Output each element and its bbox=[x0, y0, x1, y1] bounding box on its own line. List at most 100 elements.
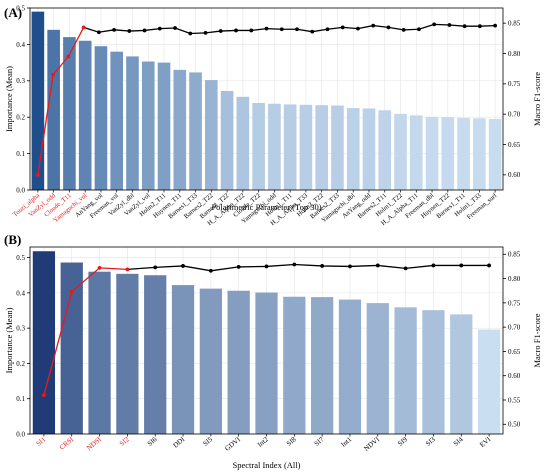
f1-line-highlight bbox=[43, 267, 128, 396]
bar bbox=[110, 51, 124, 191]
bar bbox=[488, 119, 502, 190]
bar bbox=[422, 310, 445, 434]
f1-point bbox=[295, 27, 299, 32]
y2-tick-label: 0.55 bbox=[508, 396, 521, 404]
x-tick-label: SI5 bbox=[202, 435, 215, 448]
f1-point bbox=[279, 27, 284, 32]
bar bbox=[366, 303, 389, 434]
f1-line bbox=[127, 263, 490, 272]
x-tick-label: SI2 bbox=[118, 435, 131, 448]
panel-label: (A) bbox=[4, 5, 22, 20]
f1-point bbox=[81, 25, 86, 30]
panel-a: (A) 0.0 0.1 0.2 0.3 0.4 0.5 0.60 0.65 0.70 0.75 0.8… bbox=[4, 4, 542, 227]
f1-point bbox=[348, 264, 352, 269]
f1-point bbox=[153, 265, 158, 270]
bar bbox=[255, 292, 278, 434]
y-tick-label: 0.3 bbox=[16, 77, 25, 85]
y-tick-label: 0.5 bbox=[16, 4, 25, 12]
y-tick-label: 0.2 bbox=[16, 360, 25, 368]
y2-tick-label: 0.70 bbox=[508, 324, 521, 332]
f1-point bbox=[42, 393, 46, 398]
bar bbox=[283, 104, 297, 190]
panel-label: (B) bbox=[4, 232, 21, 247]
f1-point bbox=[127, 29, 132, 33]
f1-point bbox=[447, 23, 452, 27]
f1-point bbox=[125, 267, 130, 272]
bar bbox=[144, 275, 167, 434]
bar bbox=[141, 61, 155, 191]
f1-point bbox=[264, 264, 269, 269]
f1-point bbox=[69, 289, 74, 294]
f1-point bbox=[310, 29, 315, 34]
bar bbox=[450, 314, 473, 434]
bar bbox=[63, 37, 76, 191]
bar bbox=[252, 103, 265, 190]
f1-point bbox=[371, 23, 376, 28]
bar bbox=[205, 80, 218, 190]
y-axis-title: Importance (Mean) bbox=[4, 66, 14, 132]
x-tick-label: SI1 bbox=[35, 435, 48, 448]
f1-point bbox=[386, 25, 391, 30]
x-tick-label: Int1 bbox=[339, 435, 353, 449]
y2-tick-label: 0.75 bbox=[508, 299, 521, 307]
y2-tick-label: 0.80 bbox=[508, 50, 521, 58]
plot-frame bbox=[29, 7, 504, 191]
x-axis-title: Polarimetric Parameter (Top 30) bbox=[211, 202, 321, 212]
bar bbox=[346, 108, 360, 190]
f1-point bbox=[487, 263, 491, 268]
y-tick-label: 0.2 bbox=[16, 114, 25, 122]
x-tick-label: SI4 bbox=[452, 435, 465, 448]
f1-point bbox=[401, 27, 406, 32]
f1-point bbox=[431, 263, 436, 268]
y2-tick-label: 0.85 bbox=[508, 251, 521, 259]
y2-tick-label: 0.75 bbox=[508, 80, 521, 88]
bar bbox=[268, 103, 281, 190]
f1-line bbox=[83, 23, 496, 35]
bar bbox=[409, 115, 423, 190]
bar bbox=[220, 90, 234, 190]
bar bbox=[116, 273, 139, 434]
f1-point bbox=[112, 27, 116, 32]
f1-point bbox=[249, 28, 254, 33]
bar bbox=[199, 288, 222, 434]
bar bbox=[315, 105, 328, 190]
f1-point bbox=[462, 24, 467, 29]
x-tick-label: SI8 bbox=[285, 435, 298, 448]
f1-point bbox=[417, 27, 421, 32]
f1-point bbox=[97, 265, 102, 270]
bar bbox=[78, 40, 92, 191]
bar bbox=[362, 108, 376, 190]
y-tick-label: 0.1 bbox=[16, 395, 25, 403]
x-tick-label: EVI bbox=[478, 435, 493, 449]
bar bbox=[283, 296, 306, 434]
y2-tick-label: 0.65 bbox=[508, 141, 521, 149]
f1-line-highlight bbox=[37, 27, 85, 175]
y-tick-label: 0.1 bbox=[16, 150, 25, 158]
f1-point bbox=[157, 26, 162, 31]
bar bbox=[338, 299, 362, 434]
bar bbox=[171, 285, 195, 434]
bar bbox=[457, 117, 470, 190]
y2-tick-label: 0.80 bbox=[508, 275, 521, 283]
f1-point bbox=[35, 172, 40, 177]
bar bbox=[126, 56, 139, 190]
f1-point bbox=[51, 72, 56, 77]
f1-point bbox=[173, 26, 177, 30]
x-tick-label: SI9 bbox=[396, 435, 409, 448]
f1-point bbox=[188, 31, 193, 36]
x-tick-label: NDVI bbox=[363, 435, 382, 453]
x-tick-label: SI3 bbox=[424, 435, 437, 448]
f1-point bbox=[320, 264, 325, 268]
bar bbox=[473, 118, 486, 190]
f1-point bbox=[66, 54, 71, 59]
f1-point bbox=[208, 268, 213, 273]
bar bbox=[47, 29, 60, 191]
bar bbox=[299, 104, 313, 190]
bar bbox=[173, 69, 187, 190]
f1-point bbox=[292, 262, 297, 267]
f1-point bbox=[493, 23, 498, 28]
f1-point bbox=[340, 25, 345, 30]
bar bbox=[477, 329, 501, 434]
f1-point bbox=[375, 263, 380, 268]
bar bbox=[189, 72, 202, 190]
